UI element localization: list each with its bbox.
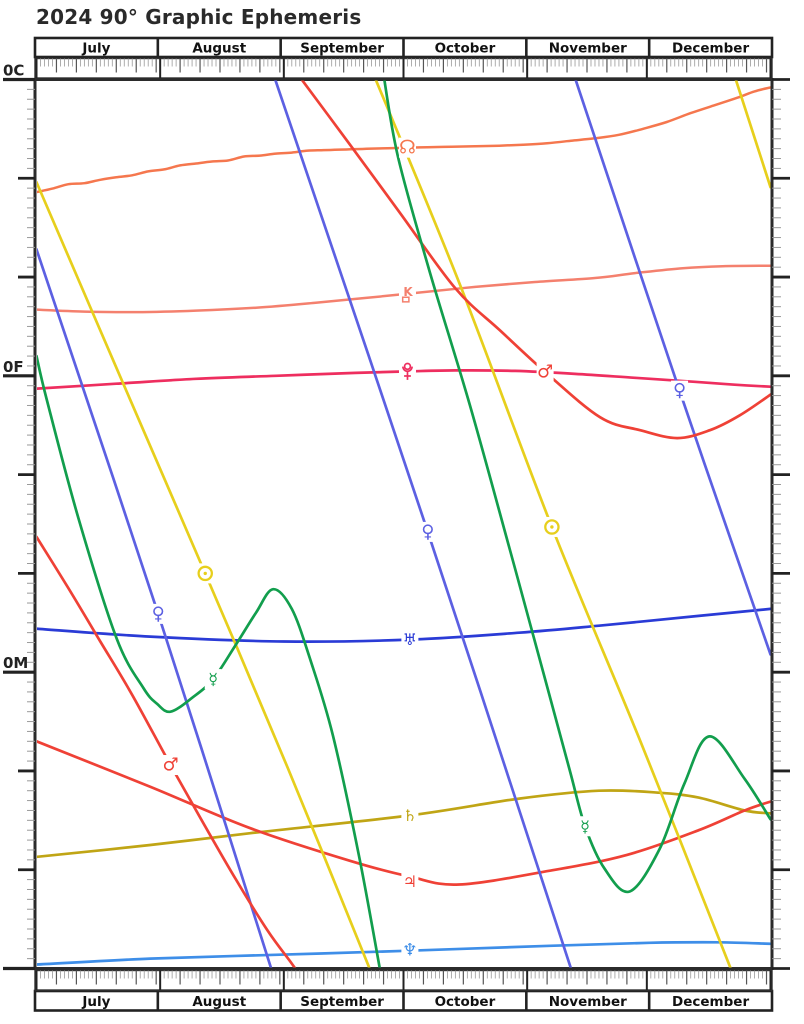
mars-curve-2	[300, 80, 771, 440]
curves-layer	[37, 80, 771, 968]
month-label-august: August	[192, 41, 246, 57]
mars-glyph-symbol: ♂	[162, 755, 178, 776]
jupiter-glyph-bg	[401, 871, 419, 892]
sun-glyph	[196, 563, 214, 584]
month-label-september: September	[300, 41, 384, 57]
uranus-glyph: ♅	[401, 629, 419, 650]
month-label-september: September	[300, 994, 384, 1010]
pluto-glyph-crescent	[402, 366, 413, 372]
chiron-glyph-k: K	[403, 285, 413, 299]
neptune-curve-1	[37, 940, 771, 966]
mars-glyph-bg	[536, 361, 554, 382]
sun-curve-3	[734, 80, 771, 189]
month-header-bottom: July August September October November Decemb…	[33, 989, 774, 1012]
sun-glyph-circle	[544, 519, 560, 535]
mars-glyph: ♂	[162, 755, 180, 776]
mercury-glyph-symbol: ☿	[580, 817, 590, 836]
mercury-glyph: ☿	[576, 816, 594, 837]
venus-glyph-symbol: ♀	[421, 521, 434, 542]
sun-glyph-circle	[197, 565, 213, 582]
mercury-curve-1	[37, 354, 381, 968]
neptune-glyph: ♆	[401, 940, 419, 961]
venus-glyph-symbol: ♀	[152, 603, 165, 624]
node-glyph-bg	[398, 137, 416, 158]
mars-glyph: ♂	[536, 361, 554, 382]
month-label-october: October	[435, 41, 496, 57]
axis-label-0m: 0M	[3, 654, 28, 672]
axis-label-0f: 0F	[3, 358, 24, 376]
saturn-glyph: ♄	[401, 805, 419, 826]
month-label-august: August	[192, 994, 246, 1010]
sun-glyph-dot	[550, 525, 554, 529]
neptune-glyph-bg	[401, 940, 419, 961]
month-header-top: July August September October November Decemb…	[33, 36, 774, 59]
mars-glyph-bg	[162, 755, 180, 776]
month-label-july: July	[81, 41, 110, 57]
degree-axis: 0C 0F 0M	[3, 62, 790, 971]
day-ruler-top	[34, 57, 773, 79]
node-glyph: ☊	[398, 137, 416, 159]
venus-glyph: ♀	[419, 521, 437, 542]
mercury-glyph-symbol: ☿	[208, 670, 218, 689]
mars-curve-1	[37, 535, 297, 968]
glyphs-layer: ☊ K ♆ ♅ ♄ ♃ ♀ ♀ ♀ ♂ ♂ ☿ ☿	[149, 137, 689, 961]
jupiter-curve-1	[37, 740, 771, 886]
page-title: 2024 90° Graphic Ephemeris	[36, 5, 362, 29]
pluto-curve-1	[37, 369, 771, 390]
uranus-glyph-symbol: ♅	[403, 630, 417, 649]
venus-glyph: ♀	[149, 603, 167, 624]
venus-glyph: ♀	[671, 380, 689, 401]
venus-glyph-symbol: ♀	[673, 380, 686, 401]
pluto-glyph-orb	[403, 362, 412, 371]
jupiter-glyph-symbol: ♃	[403, 872, 417, 891]
month-label-november: November	[549, 994, 627, 1010]
venus-glyph-bg	[149, 603, 167, 624]
saturn-glyph-symbol: ♄	[403, 806, 417, 825]
month-label-october: October	[435, 994, 496, 1010]
mercury-glyph-bg	[204, 669, 222, 690]
axis-label-0c: 0C	[3, 62, 24, 80]
month-label-december: December	[672, 41, 749, 57]
node-glyph-symbol: ☊	[399, 137, 416, 159]
saturn-glyph-bg	[401, 805, 419, 826]
uranus-glyph-bg	[401, 629, 419, 650]
neptune-glyph-symbol: ♆	[402, 941, 417, 961]
mars-glyph-symbol: ♂	[537, 361, 553, 382]
plot-border	[33, 78, 774, 970]
mercury-glyph: ☿	[204, 669, 222, 690]
node-curve-1	[37, 86, 771, 194]
jupiter-glyph: ♃	[401, 871, 419, 892]
month-label-december: December	[672, 994, 749, 1010]
pluto-glyph	[398, 361, 416, 382]
month-label-november: November	[549, 41, 627, 57]
uranus-curve-1	[37, 607, 771, 643]
chiron-glyph-box	[401, 296, 410, 303]
chiron-glyph: K	[398, 283, 416, 304]
mercury-curve-2	[383, 80, 771, 894]
venus-glyph-bg	[419, 521, 437, 542]
mercury-glyph-bg	[576, 816, 594, 837]
day-ruler-bottom	[34, 969, 773, 991]
venus-glyph-bg	[671, 380, 689, 401]
sun-glyph-dot	[203, 571, 207, 576]
month-label-july: July	[81, 994, 110, 1010]
sun-glyph	[543, 516, 561, 537]
venus-curve-3	[574, 80, 771, 656]
